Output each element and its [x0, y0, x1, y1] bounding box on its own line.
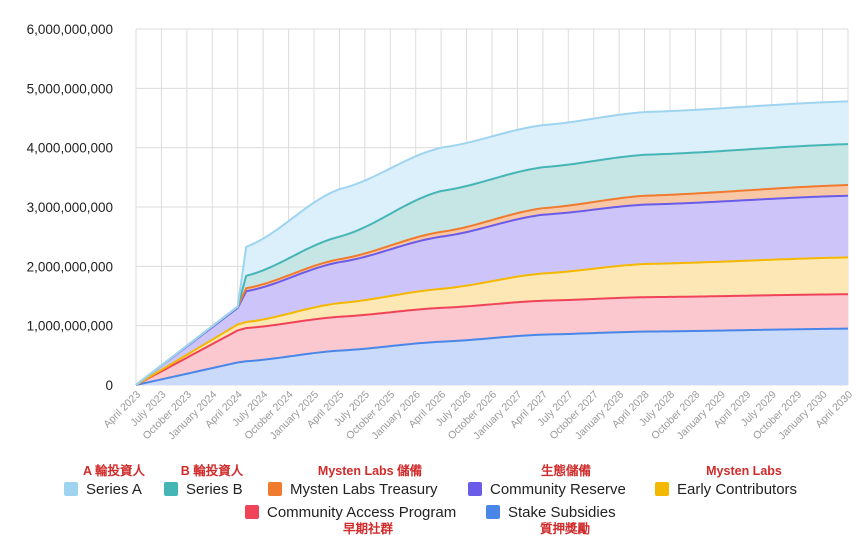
annotation-top: B 輪投資人	[181, 463, 244, 478]
line-community-access-program	[135, 293, 849, 386]
legend-label: Community Reserve	[490, 481, 626, 498]
legend-label: Mysten Labs Treasury	[290, 481, 438, 498]
line-series-a	[135, 100, 849, 386]
legend-swatch	[486, 505, 500, 519]
legend-swatch	[164, 482, 178, 496]
legend-swatch	[468, 482, 482, 496]
y-tick-label: 6,000,000,000	[27, 22, 113, 37]
legend-swatch	[268, 482, 282, 496]
legend-label: Early Contributors	[677, 481, 797, 498]
y-tick-label: 5,000,000,000	[27, 81, 113, 96]
annotation-top: Mysten Labs 儲備	[318, 463, 423, 478]
legend-label: Stake Subsidies	[508, 504, 616, 521]
legend-item-mysten-labs-treasury[interactable]: Mysten Labs Treasury	[268, 481, 438, 498]
series-lines	[135, 100, 849, 386]
annotation-bottom: 早期社群	[343, 521, 394, 536]
y-tick-label: 1,000,000,000	[27, 319, 113, 334]
legend-label: Series A	[86, 481, 142, 498]
legend-swatch	[64, 482, 78, 496]
legend-item-community-access-program[interactable]: Community Access Program	[245, 504, 456, 521]
y-tick-label: 0	[105, 378, 113, 393]
legend-label: Series B	[186, 481, 243, 498]
stacked-areas	[136, 101, 848, 385]
legend: Series A Series B Mysten Labs Treasury Comm…	[64, 481, 797, 521]
line-stake-subsidies	[135, 327, 849, 386]
y-tick-label: 2,000,000,000	[27, 259, 113, 274]
line-series-b	[135, 143, 849, 386]
line-early-contributors	[135, 256, 849, 386]
legend-label: Community Access Program	[267, 504, 456, 521]
annotation-top: A 輪投資人	[83, 463, 146, 478]
legend-item-early-contributors[interactable]: Early Contributors	[655, 481, 797, 498]
annotations: A 輪投資人 B 輪投資人 Mysten Labs 儲備 生態儲備 Mysten Lab…	[83, 463, 782, 536]
legend-item-stake-subsidies[interactable]: Stake Subsidies	[486, 504, 616, 521]
area-stake-subsidies	[136, 328, 848, 385]
legend-item-series-b[interactable]: Series B	[164, 481, 243, 498]
y-axis: 0 1,000,000,000 2,000,000,000 3,000,000,000…	[27, 22, 113, 393]
legend-item-community-reserve[interactable]: Community Reserve	[468, 481, 626, 498]
line-mysten-labs-treasury	[135, 184, 849, 386]
legend-swatch	[655, 482, 669, 496]
legend-swatch	[245, 505, 259, 519]
y-tick-label: 3,000,000,000	[27, 200, 113, 215]
annotation-top: Mysten Labs	[706, 464, 782, 478]
y-tick-label: 4,000,000,000	[27, 141, 113, 156]
annotation-top: 生態儲備	[541, 463, 592, 478]
line-community-reserve	[135, 194, 849, 386]
legend-item-series-a[interactable]: Series A	[64, 481, 142, 498]
annotation-bottom: 質押獎勵	[540, 521, 591, 536]
